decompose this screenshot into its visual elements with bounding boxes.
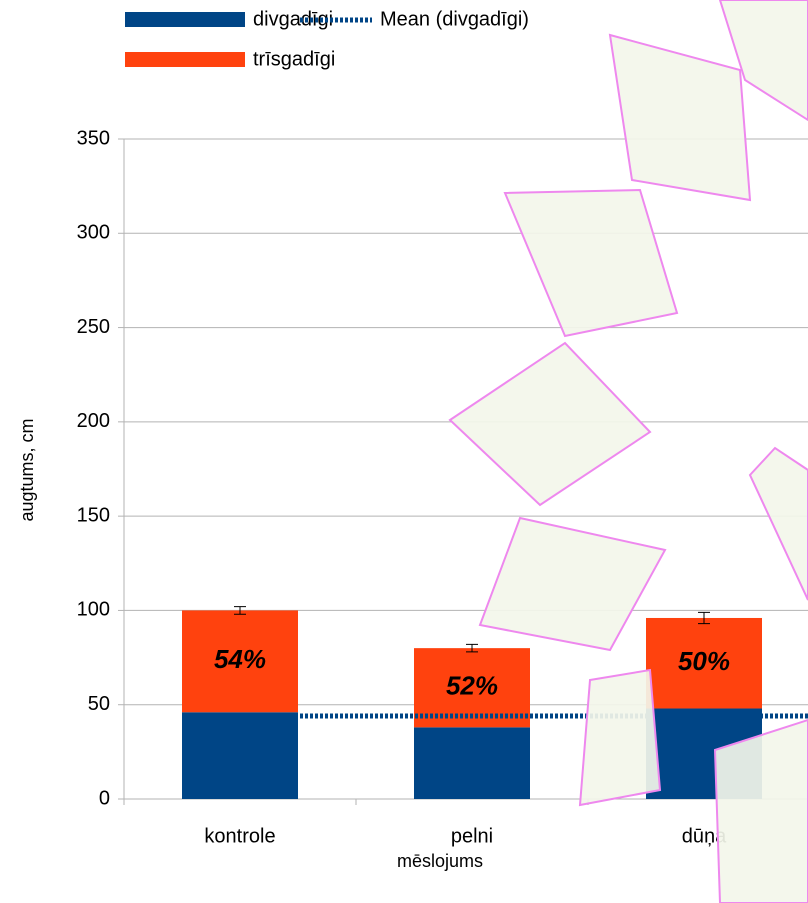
- y-tick-label: 350: [77, 127, 110, 149]
- y-tick-label: 150: [77, 504, 110, 526]
- y-tick-label: 200: [77, 410, 110, 432]
- legend-label: Mean (divgadīgi): [380, 8, 529, 30]
- y-tick-label: 100: [77, 599, 110, 621]
- share-label: 54%: [214, 644, 266, 674]
- share-label: 52%: [446, 671, 498, 701]
- bar-segment: [182, 712, 298, 799]
- bar-segment: [646, 708, 762, 799]
- share-label: 50%: [678, 646, 730, 676]
- legend-label: divgadīgi: [253, 8, 333, 30]
- x-tick-label: kontrole: [204, 825, 275, 847]
- y-axis-title: augtums, cm: [17, 418, 37, 521]
- y-tick-label: 250: [77, 316, 110, 338]
- x-axis-title: mēslojums: [397, 851, 483, 871]
- error-bar: [466, 643, 478, 653]
- legend-label: trīsgadīgi: [253, 48, 335, 70]
- legend-swatch: [125, 52, 245, 67]
- error-bar: [234, 606, 246, 615]
- y-tick-label: 50: [88, 693, 110, 715]
- legend-swatch: [125, 12, 245, 27]
- x-tick-label: pelni: [451, 825, 493, 847]
- y-tick-label: 0: [99, 787, 110, 809]
- bar-segment: [182, 610, 298, 713]
- y-tick-label: 300: [77, 222, 110, 244]
- x-tick-label: dūņa: [682, 825, 727, 847]
- error-bar: [698, 611, 710, 625]
- bar-segment: [414, 727, 530, 799]
